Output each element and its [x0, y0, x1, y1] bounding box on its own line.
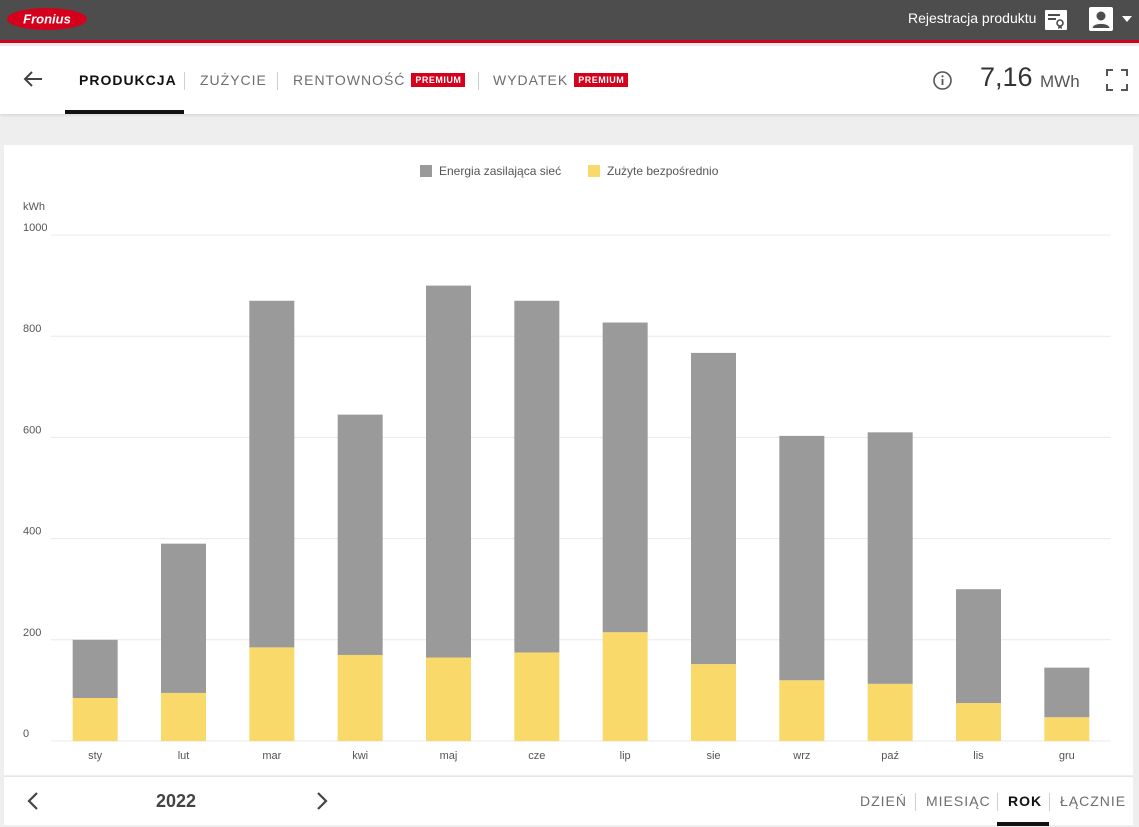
top-bar: Fronius Rejestracja produktu — [0, 0, 1139, 43]
bar-grid-sty — [72, 639, 118, 698]
bar-grid-gru — [1044, 667, 1090, 718]
user-icon[interactable] — [1088, 7, 1114, 31]
active-tab-indicator — [65, 110, 184, 114]
x-tick-label: cze — [528, 750, 545, 762]
caret-down-icon[interactable] — [1122, 16, 1132, 22]
bar-direct-cze — [514, 652, 560, 741]
bar-grid-paź — [867, 432, 913, 684]
bar-direct-wrz — [779, 680, 825, 741]
arrow-left-icon[interactable] — [22, 68, 44, 90]
bar-direct-mar — [249, 647, 295, 741]
period-month[interactable]: MIESIĄC — [926, 793, 991, 809]
tab-divider — [184, 72, 185, 90]
x-tick-label: sie — [706, 750, 720, 762]
bar-direct-maj — [426, 657, 471, 741]
chevron-right-icon[interactable] — [311, 791, 331, 811]
period-total[interactable]: ŁĄCZNIE — [1060, 793, 1126, 809]
info-icon[interactable] — [932, 70, 953, 91]
bar-direct-lis — [956, 703, 1001, 741]
bar-grid-sie — [691, 352, 736, 665]
tab-zuzycie[interactable]: ZUŻYCIE — [200, 72, 267, 88]
y-tick-label: 800 — [23, 323, 41, 335]
bar-direct-lut — [161, 692, 206, 741]
period-label: ROK — [1008, 793, 1043, 809]
x-tick-label: sty — [88, 750, 103, 762]
total-production-unit: MWh — [1040, 72, 1080, 91]
fullscreen-icon[interactable] — [1105, 68, 1129, 92]
bar-grid-cze — [514, 300, 560, 653]
tab-label: ZUŻYCIE — [200, 72, 267, 88]
bar-grid-lut — [161, 543, 206, 693]
chart-card: 0 200 400 600 800 1000 kWh sty lut mar kwi maj cze li… — [4, 145, 1133, 775]
tab-label: RENTOWNOŚĆ — [293, 72, 406, 88]
x-tick-label: lip — [620, 750, 631, 762]
chevron-left-icon[interactable] — [24, 791, 44, 811]
active-period-indicator — [997, 822, 1049, 826]
period-bar: 2022 DZIEŃ MIESIĄC ROK ŁĄCZNIE — [4, 776, 1133, 826]
tabs-bar: PRODUKCJA ZUŻYCIE RENTOWNOŚĆ PREMIUM WYDA… — [0, 46, 1139, 114]
legend-swatch — [588, 165, 600, 177]
period-label: MIESIĄC — [926, 793, 991, 809]
legend-swatch — [420, 165, 432, 177]
period-year[interactable]: ROK — [1008, 793, 1042, 809]
bar-grid-kwi — [337, 414, 383, 655]
y-tick-label: 200 — [23, 627, 41, 639]
x-tick-label: maj — [440, 750, 458, 762]
tab-wydatek[interactable]: WYDATEK PREMIUM — [493, 72, 629, 88]
x-tick-label: gru — [1059, 750, 1075, 762]
x-tick-label: kwi — [352, 750, 368, 762]
bar-direct-kwi — [337, 654, 383, 741]
production-bar-chart: 0 200 400 600 800 1000 kWh sty lut mar kwi maj cze li… — [23, 164, 1111, 762]
period-divider — [1049, 793, 1050, 811]
bar-direct-sty — [72, 697, 118, 741]
bar-direct-paź — [867, 683, 913, 741]
y-axis-label: kWh — [23, 201, 45, 213]
period-divider — [915, 793, 916, 811]
period-day[interactable]: DZIEŃ — [860, 793, 907, 809]
bar-grid-lip — [602, 322, 648, 633]
period-divider — [997, 793, 998, 811]
tab-divider — [478, 72, 479, 90]
tab-label: PRODUKCJA — [79, 72, 177, 88]
x-tick-label: paź — [881, 750, 899, 762]
bar-grid-lis — [956, 589, 1001, 704]
tab-produkcja[interactable]: PRODUKCJA — [79, 72, 177, 88]
bar-grid-mar — [249, 300, 295, 648]
period-label: DZIEŃ — [860, 793, 907, 809]
premium-badge: PREMIUM — [574, 73, 629, 87]
bar-direct-lip — [602, 632, 648, 741]
brand-text: Fronius — [23, 12, 71, 27]
bar-direct-sie — [691, 664, 736, 741]
legend-label: Zużyte bezpośrednio — [607, 164, 719, 178]
y-tick-label: 600 — [23, 424, 41, 436]
y-tick-label: 0 — [23, 728, 29, 740]
bar-grid-maj — [426, 285, 471, 658]
tab-divider — [277, 72, 278, 90]
y-tick-label: 1000 — [23, 222, 47, 234]
x-tick-label: wrz — [792, 750, 810, 762]
tab-label: WYDATEK — [493, 72, 569, 88]
tab-rentownosc[interactable]: RENTOWNOŚĆ PREMIUM — [293, 72, 466, 88]
fronius-logo[interactable]: Fronius — [6, 7, 88, 31]
y-tick-label: 400 — [23, 526, 41, 538]
premium-badge: PREMIUM — [411, 73, 466, 87]
period-label: ŁĄCZNIE — [1060, 793, 1127, 809]
certificate-icon[interactable] — [1044, 8, 1068, 32]
total-production-value: 7,16 — [980, 62, 1033, 92]
legend-label: Energia zasilająca sieć — [439, 164, 561, 178]
x-tick-label: lis — [973, 750, 984, 762]
x-tick-label: lut — [178, 750, 190, 762]
bar-direct-gru — [1044, 717, 1090, 741]
bar-grid-wrz — [779, 435, 825, 681]
register-product-link[interactable]: Rejestracja produktu — [908, 10, 1037, 26]
x-tick-label: mar — [262, 750, 281, 762]
selected-year: 2022 — [156, 791, 197, 811]
